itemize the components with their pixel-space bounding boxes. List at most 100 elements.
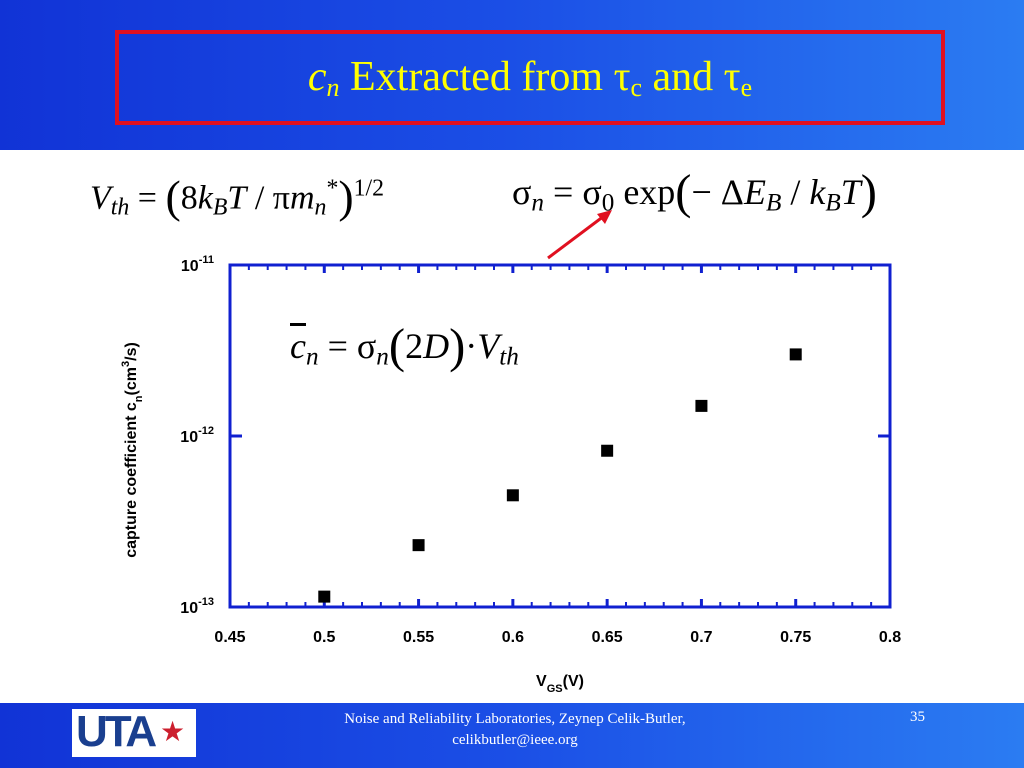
eq-cn-two: 2 [405,326,424,367]
axis-ticks [228,263,892,609]
annotation-arrow [547,211,609,260]
eq-sigma-minus: − [691,172,721,213]
eq-vth-k-sub: B [212,194,228,221]
equation-sigma: σn = σ0 exp(− ΔEB / kBT) [512,164,877,220]
footer-credit: Noise and Reliability Laboratories, Zeyn… [280,709,750,751]
eq-vth-m-star: * [326,175,339,202]
x-tick-labels: 0.45 0.5 0.55 0.6 0.65 0.7 0.75 0.8 [214,629,901,646]
x-axis-label-rest: (V) [563,673,584,690]
footer-credit-line2: celikbutler@ieee.org [452,732,578,748]
eq-sigma-delta: Δ [720,172,744,213]
x-tick-label: 0.6 [502,629,524,646]
eq-cn-lparen: ( [388,319,406,373]
title-box: cn Extracted from τc and τe [115,30,945,125]
eq-sigma-slash: / [781,172,810,213]
y-tick-label: 10-12 [180,425,214,446]
x-tick-label: 0.75 [780,629,811,646]
eq-cn-D: D [423,326,450,367]
eq-sigma-lhs: σ [512,172,532,213]
eq-sigma-zero-sub: 0 [601,189,615,217]
eq-vth-m: m [289,179,315,217]
eq-sigma-E: E [743,172,766,213]
x-tick-label: 0.8 [879,629,901,646]
eq-vth-eight: 8 [180,179,198,217]
plot-frame [228,263,892,609]
eq-sigma-k-sub: B [825,189,841,217]
eq-sigma-E-sub: B [765,189,782,217]
eq-vth-rparen: ) [338,171,354,222]
annotation-arrowhead [597,210,612,224]
data-point [412,539,425,552]
x-tick-label: 0.5 [313,629,335,646]
eq-vth-lparen: ( [165,171,181,222]
data-point [695,399,708,412]
y-axis-label: capture coefficient cn(cm3/s) [120,342,145,558]
y-axis-label-rest: /s) [123,342,140,361]
eq-sigma-exp: exp [614,172,676,213]
star-icon: ★ [160,717,186,748]
eq-cn-V: V [477,326,500,367]
title-tau-c-sub: c [630,72,643,102]
eq-vth-m-sub: n [314,194,327,221]
x-axis-label-sub: GS [547,683,563,695]
footer-bar: UTA ★ Noise and Reliability Laboratories… [0,703,1024,768]
eq-sigma-lhs-sub: n [531,189,544,217]
eq-vth-lhs-sub: th [110,194,130,221]
uta-logo-text: UTA [76,707,157,756]
eq-cn-c-sub: n [305,343,319,371]
data-point [601,444,614,457]
eq-cn-rparen: ) [449,319,466,373]
title-and: and [652,53,714,100]
eq-vth-k: k [197,179,213,217]
data-point [789,348,802,361]
y-axis-label-sub: n [133,395,145,402]
eq-cn-V-sub: th [499,343,519,371]
title-text: Extracted from [350,53,604,100]
data-point [318,590,331,603]
data-points [318,348,802,603]
eq-cn-sigma-sub: n [376,343,389,371]
uta-logo: UTA ★ [72,707,196,757]
title-variable-sub: n [326,72,340,102]
eq-vth-T: T [227,179,247,217]
x-tick-label: 0.7 [690,629,712,646]
slide-title: cn Extracted from τc and τe [308,53,752,103]
eq-cn-dot: · [465,326,478,367]
eq-vth-equals: = [129,179,166,217]
equation-vth: Vth = (8kBT / πmn*)1/2 [90,170,384,223]
equation-cn: cn = σn(2D)·Vth [290,318,519,374]
title-tau-e: τ [723,53,741,100]
title-tau-e-sub: e [740,72,753,102]
y-tick-label: 10-11 [181,254,214,275]
data-point [506,489,519,502]
y-axis-label-sup: 3 [120,361,132,367]
y-tick-labels: 10-11 10-12 10-13 [180,254,214,617]
y-axis-label-mid: (cm [123,367,140,395]
x-tick-label: 0.45 [214,629,245,646]
y-tick-label: 10-13 [180,596,214,617]
eq-cn-c-wrap: c [290,326,306,366]
eq-sigma-rparen: ) [860,165,877,219]
x-axis-label-main: V [536,673,547,690]
eq-cn-equals: = [318,326,357,367]
eq-sigma-zero: σ [582,172,602,213]
page-number: 35 [910,709,925,725]
title-variable: c [307,53,327,100]
title-tau-c: τ [613,53,631,100]
eq-vth-power: 1/2 [353,175,385,202]
eq-sigma-k: k [809,172,826,213]
eq-sigma-equals: = [544,172,583,213]
eq-cn-c: c [290,326,306,367]
footer-credit-line1: Noise and Reliability Laboratories, Zeyn… [344,711,686,727]
x-tick-label: 0.55 [403,629,434,646]
eq-vth-slash: / [246,179,273,217]
header-bar: cn Extracted from τc and τe [0,0,1024,150]
eq-vth-lhs: V [90,179,111,217]
eq-cn-sigma: σ [356,326,377,367]
eq-vth-pi: π [272,179,290,217]
y-axis-label-main: capture coefficient c [123,402,140,558]
x-axis-label: VGS(V) [536,673,584,695]
x-tick-label: 0.65 [592,629,623,646]
eq-sigma-lparen: ( [675,165,692,219]
